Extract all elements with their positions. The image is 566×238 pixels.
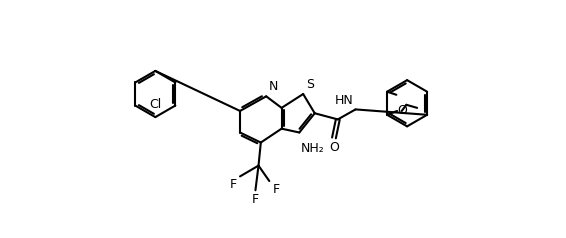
Text: S: S xyxy=(306,78,314,91)
Text: HN: HN xyxy=(335,94,354,107)
Text: F: F xyxy=(230,178,237,191)
Text: F: F xyxy=(252,193,259,206)
Text: O: O xyxy=(329,141,339,154)
Text: O: O xyxy=(397,104,407,117)
Text: N: N xyxy=(268,80,278,93)
Text: F: F xyxy=(272,183,280,196)
Text: Cl: Cl xyxy=(149,98,161,111)
Text: NH₂: NH₂ xyxy=(301,142,325,155)
